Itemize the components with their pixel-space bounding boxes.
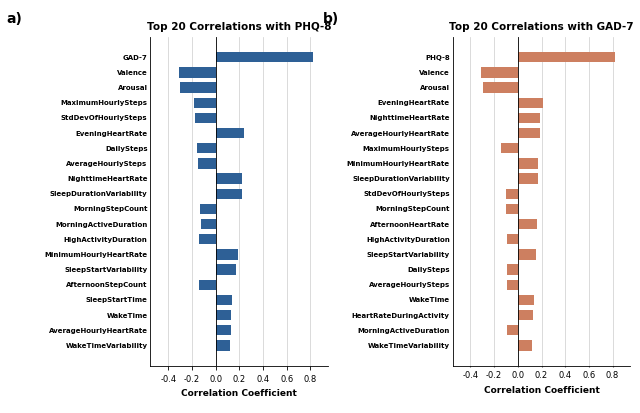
Bar [195, 97, 216, 108]
Bar [483, 83, 518, 93]
X-axis label: Correlation Coefficient: Correlation Coefficient [484, 386, 600, 395]
Bar [507, 264, 518, 275]
Bar [481, 67, 518, 78]
Bar [506, 204, 518, 214]
Bar [518, 128, 540, 138]
Bar [216, 310, 231, 320]
Bar [216, 189, 242, 199]
Bar [196, 143, 216, 153]
Text: b): b) [323, 12, 339, 26]
Bar [216, 340, 230, 351]
Bar [216, 173, 242, 184]
Bar [202, 219, 216, 229]
Bar [198, 158, 216, 169]
Bar [179, 67, 216, 78]
Bar [180, 83, 216, 93]
Bar [501, 143, 518, 153]
Bar [518, 173, 538, 184]
Bar [216, 128, 244, 138]
Bar [507, 234, 518, 244]
Bar [216, 52, 313, 62]
Bar [518, 295, 534, 305]
X-axis label: Correlation Coefficient: Correlation Coefficient [181, 389, 297, 398]
Bar [518, 52, 615, 62]
Bar [199, 234, 216, 244]
Bar [518, 158, 538, 169]
Bar [518, 249, 536, 260]
Text: a): a) [6, 12, 22, 26]
Bar [195, 113, 216, 123]
Bar [216, 295, 232, 305]
Bar [518, 219, 537, 229]
Bar [216, 325, 231, 335]
Bar [518, 310, 533, 320]
Bar [216, 249, 238, 260]
Title: Top 20 Correlations with PHQ-8: Top 20 Correlations with PHQ-8 [147, 22, 332, 32]
Bar [200, 204, 216, 214]
Bar [518, 113, 540, 123]
Bar [507, 325, 518, 335]
Bar [518, 97, 543, 108]
Bar [216, 264, 236, 275]
Bar [518, 340, 532, 351]
Bar [506, 189, 518, 199]
Bar [507, 280, 518, 290]
Bar [199, 280, 216, 290]
Title: Top 20 Correlations with GAD-7: Top 20 Correlations with GAD-7 [449, 22, 634, 32]
